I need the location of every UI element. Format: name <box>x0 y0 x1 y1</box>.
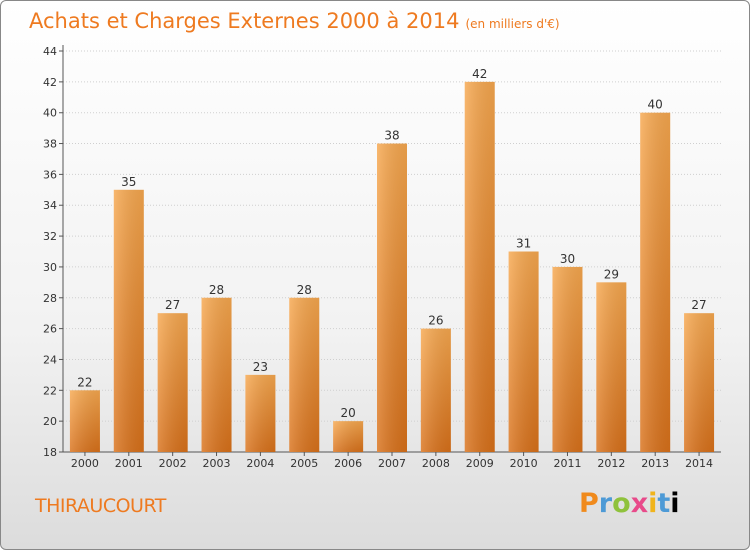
x-tick-label: 2013 <box>641 457 669 470</box>
x-tick-label: 2014 <box>685 457 713 470</box>
bar-shade <box>684 313 715 452</box>
bar-value-label: 30 <box>560 252 575 266</box>
y-axis-ticks: 18 20 22 24 26 28 30 32 34 36 38 40 42 44 <box>43 45 63 459</box>
x-tick-label: 2005 <box>290 457 318 470</box>
y-tick-label: 34 <box>43 199 57 212</box>
logo-letter: o <box>612 488 631 519</box>
bar-shade <box>464 81 495 452</box>
bar-value-label: 31 <box>516 237 531 251</box>
logo-letter: P <box>579 488 599 519</box>
chart-title-text: Achats et Charges Externes 2000 à 2014 <box>29 9 460 33</box>
y-tick-label: 26 <box>43 323 57 336</box>
y-tick-label: 38 <box>43 138 57 151</box>
y-tick-label: 30 <box>43 261 57 274</box>
x-tick-label: 2006 <box>334 457 362 470</box>
x-axis-ticks: 2000 2001 2002 2003 2004 2005 2006 2007 2008 2009… <box>71 452 713 470</box>
bars: 22 35 27 28 23 28 20 38 26 42 31 30 29 40 27 <box>69 67 715 453</box>
y-tick-label: 24 <box>43 353 57 366</box>
x-tick-label: 2012 <box>597 457 625 470</box>
bar-value-label: 20 <box>340 406 355 420</box>
bar-value-label: 27 <box>165 298 180 312</box>
x-tick-label: 2003 <box>203 457 231 470</box>
bar-value-label: 40 <box>648 98 663 112</box>
y-tick-label: 44 <box>43 45 57 58</box>
y-tick-label: 22 <box>43 384 57 397</box>
bar-value-label: 38 <box>384 129 399 143</box>
y-tick-label: 36 <box>43 168 57 181</box>
bar-shade <box>640 112 671 452</box>
x-tick-label: 2002 <box>159 457 187 470</box>
chart-unit: (en milliers d'€) <box>465 17 560 31</box>
bar-shade <box>289 297 320 452</box>
commune-name: THIRAUCOURT <box>35 495 166 517</box>
x-tick-label: 2004 <box>246 457 274 470</box>
bar-value-label: 23 <box>253 360 268 374</box>
bar-value-label: 29 <box>604 267 619 281</box>
x-tick-label: 2011 <box>553 457 581 470</box>
bar-shade <box>333 421 364 452</box>
bar-value-label: 28 <box>209 283 224 297</box>
x-tick-label: 2008 <box>422 457 450 470</box>
bar-shade <box>420 328 451 452</box>
bar-shade <box>552 266 583 452</box>
x-tick-label: 2001 <box>115 457 143 470</box>
bar-value-label: 27 <box>691 298 706 312</box>
y-tick-label: 28 <box>43 292 57 305</box>
y-tick-label: 20 <box>43 415 57 428</box>
logo-letter: r <box>598 488 613 519</box>
bar-value-label: 42 <box>472 67 487 81</box>
logo-letter: t <box>657 488 671 519</box>
bar-value-label: 22 <box>77 375 92 389</box>
x-tick-label: 2009 <box>466 457 494 470</box>
bar-value-label: 26 <box>428 314 443 328</box>
bar-shade <box>596 282 627 452</box>
logo-letter: i <box>670 488 680 519</box>
bar-shade <box>201 297 232 452</box>
bar-value-label: 35 <box>121 175 136 189</box>
bar-shade <box>245 374 276 452</box>
y-tick-label: 18 <box>43 446 57 459</box>
bar-shade <box>113 189 144 453</box>
x-tick-label: 2000 <box>71 457 99 470</box>
x-tick-label: 2010 <box>510 457 538 470</box>
bar-shade <box>508 251 539 452</box>
logo-letter: i <box>648 488 658 519</box>
proxiti-logo: Proxiti <box>579 488 680 519</box>
y-tick-label: 42 <box>43 76 57 89</box>
bar-shade <box>377 143 407 453</box>
x-tick-label: 2007 <box>378 457 406 470</box>
chart-title: Achats et Charges Externes 2000 à 2014 (e… <box>29 9 560 33</box>
bar-value-label: 28 <box>297 283 312 297</box>
y-tick-label: 40 <box>43 107 57 120</box>
bar-shade <box>157 313 188 452</box>
logo-letter: x <box>630 488 649 519</box>
bar-shade <box>69 390 100 452</box>
y-tick-label: 32 <box>43 230 57 243</box>
